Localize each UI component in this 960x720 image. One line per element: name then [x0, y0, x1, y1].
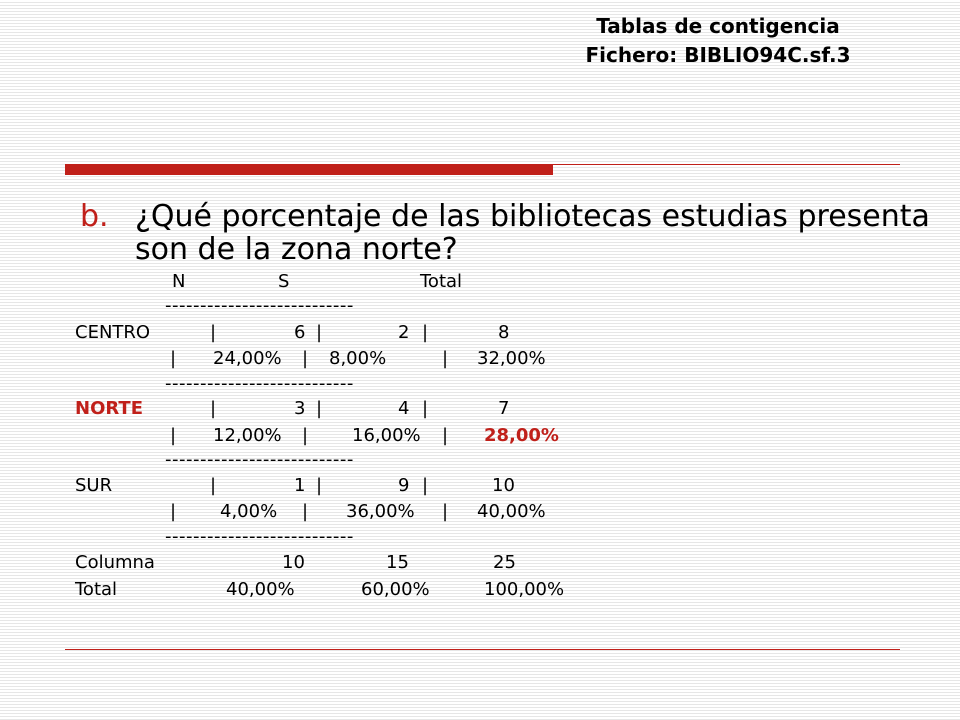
cell-percent: 16,00% [352, 425, 421, 446]
cell-count: 3 [294, 398, 306, 419]
pipe: | [442, 425, 449, 446]
accent-bar [65, 165, 553, 175]
row-label-norte: NORTE [75, 398, 143, 419]
pipe: | [422, 475, 429, 496]
column-total-count: 10 [282, 552, 305, 573]
header-file: Fichero: BIBLIO94C.sf.3 [585, 43, 851, 67]
column-total-count: 15 [386, 552, 409, 573]
header-title: Tablas de contigencia [596, 14, 840, 38]
pipe: | [210, 322, 217, 343]
highlighted-percent: 28,00% [484, 425, 559, 446]
pipe: | [170, 348, 177, 369]
cell-count: 10 [492, 475, 515, 496]
pipe: | [302, 501, 309, 522]
column-total-percent: 60,00% [361, 579, 430, 600]
separator: --------------------------- [165, 526, 354, 547]
col-header-n: N [172, 271, 186, 292]
column-total-label: Columna [75, 552, 155, 573]
top-rule [65, 164, 900, 165]
cell-percent: 24,00% [213, 348, 282, 369]
cell-count: 2 [398, 322, 410, 343]
column-total-label: Total [75, 579, 118, 600]
pipe: | [210, 475, 217, 496]
col-header-total: Total [420, 271, 463, 292]
question-text: ¿Qué porcentaje de las bibliotecas estud… [135, 199, 930, 267]
column-total-percent: 40,00% [226, 579, 295, 600]
pipe: | [316, 398, 323, 419]
question-letter: b. [80, 199, 109, 234]
column-total-count: 25 [493, 552, 516, 573]
pipe: | [316, 475, 323, 496]
separator: --------------------------- [165, 295, 354, 316]
question: b. ¿Qué porcentaje de las bibliotecas es… [80, 200, 940, 266]
pipe: | [302, 348, 309, 369]
cell-count: 7 [498, 398, 510, 419]
pipe: | [422, 398, 429, 419]
cell-percent: 32,00% [477, 348, 546, 369]
pipe: | [442, 348, 449, 369]
cell-percent: 40,00% [477, 501, 546, 522]
cell-count: 6 [294, 322, 306, 343]
separator: --------------------------- [165, 449, 354, 470]
cell-percent: 4,00% [220, 501, 278, 522]
row-label-sur: SUR [75, 475, 113, 496]
cell-percent: 8,00% [329, 348, 387, 369]
pipe: | [302, 425, 309, 446]
cell-count: 8 [498, 322, 510, 343]
column-total-percent: 100,00% [484, 579, 565, 600]
separator: --------------------------- [165, 373, 354, 394]
pipe: | [442, 501, 449, 522]
bottom-rule [65, 649, 900, 650]
pipe: | [170, 501, 177, 522]
cell-percent: 12,00% [213, 425, 282, 446]
col-header-s: S [278, 271, 290, 292]
pipe: | [210, 398, 217, 419]
pipe: | [316, 322, 323, 343]
cell-percent: 36,00% [346, 501, 415, 522]
slide-header: Tablas de contigencia Fichero: BIBLIO94C… [528, 12, 908, 70]
pipe: | [422, 322, 429, 343]
cell-count: 1 [294, 475, 306, 496]
pipe: | [170, 425, 177, 446]
row-label-centro: CENTRO [75, 322, 151, 343]
cell-count: 4 [398, 398, 410, 419]
cell-count: 9 [398, 475, 410, 496]
